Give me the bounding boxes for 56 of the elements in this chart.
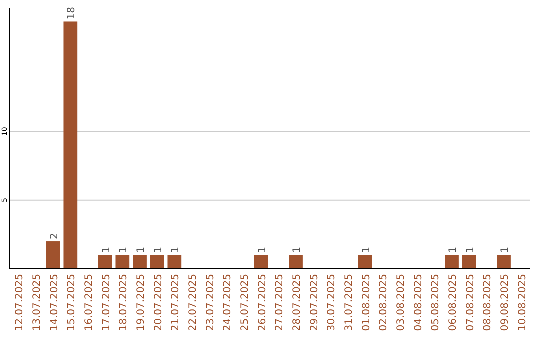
x-tick-label: 09.08.2025	[500, 274, 511, 332]
bar	[462, 255, 476, 269]
x-tick-label: 29.07.2025	[309, 274, 320, 332]
x-tick-label: 02.08.2025	[378, 274, 390, 332]
data-label: 1	[101, 246, 112, 254]
x-tick-label: 08.08.2025	[482, 274, 494, 332]
data-label: 1	[118, 246, 130, 254]
x-tick-label: 22.07.2025	[188, 274, 199, 332]
x-tick-label: 03.08.2025	[396, 274, 407, 332]
x-tick-label: 07.08.2025	[465, 274, 476, 332]
bar	[98, 255, 112, 269]
bar	[64, 22, 78, 269]
x-tick-label: 14.07.2025	[49, 274, 60, 332]
x-tick-label: 17.07.2025	[101, 274, 112, 332]
x-tick-label: 27.07.2025	[274, 274, 286, 332]
data-label: 1	[153, 246, 164, 254]
x-tick-label: 30.07.2025	[326, 274, 338, 332]
x-tick-label: 26.07.2025	[257, 274, 268, 332]
bar	[445, 255, 459, 269]
bar	[358, 255, 372, 269]
x-tick-label: 13.07.2025	[32, 274, 43, 332]
x-tick-label: 06.08.2025	[448, 274, 459, 332]
x-tick-label: 21.07.2025	[170, 274, 182, 332]
bar	[497, 255, 511, 269]
x-tick-label: 25.07.2025	[240, 274, 251, 332]
x-tick-label: 24.07.2025	[222, 274, 234, 332]
x-tick-label: 15.07.2025	[66, 274, 78, 332]
x-tick-label: 05.08.2025	[430, 274, 442, 332]
data-label: 1	[500, 246, 511, 254]
x-tick-label: 23.07.2025	[205, 274, 216, 332]
x-tick-label: 10.08.2025	[517, 274, 528, 332]
data-label: 1	[361, 246, 372, 254]
x-tick-label: 04.08.2025	[413, 274, 424, 332]
x-tick-label: 19.07.2025	[136, 274, 147, 332]
x-tick-label: 20.07.2025	[153, 274, 164, 332]
x-tick-label: 12.07.2025	[14, 274, 26, 332]
bar	[168, 255, 182, 269]
data-label: 1	[257, 246, 268, 254]
bar	[150, 255, 164, 269]
bar	[46, 242, 60, 269]
x-tick-label: 28.07.2025	[292, 274, 303, 332]
data-label: 2	[49, 233, 60, 240]
bar	[116, 255, 130, 269]
bar	[254, 255, 268, 269]
x-tick-label: 01.08.2025	[361, 274, 372, 332]
data-label: 1	[292, 246, 303, 254]
data-label: 1	[465, 246, 476, 254]
bar	[133, 255, 147, 269]
data-label: 1	[170, 246, 182, 254]
data-label: 1	[448, 246, 459, 254]
bar	[289, 255, 303, 269]
x-tick-label: 31.07.2025	[344, 274, 355, 332]
x-tick-label: 16.07.2025	[84, 274, 95, 332]
x-tick-label: 18.07.2025	[118, 274, 130, 332]
data-label: 1	[136, 246, 147, 254]
data-label: 18	[66, 7, 78, 20]
